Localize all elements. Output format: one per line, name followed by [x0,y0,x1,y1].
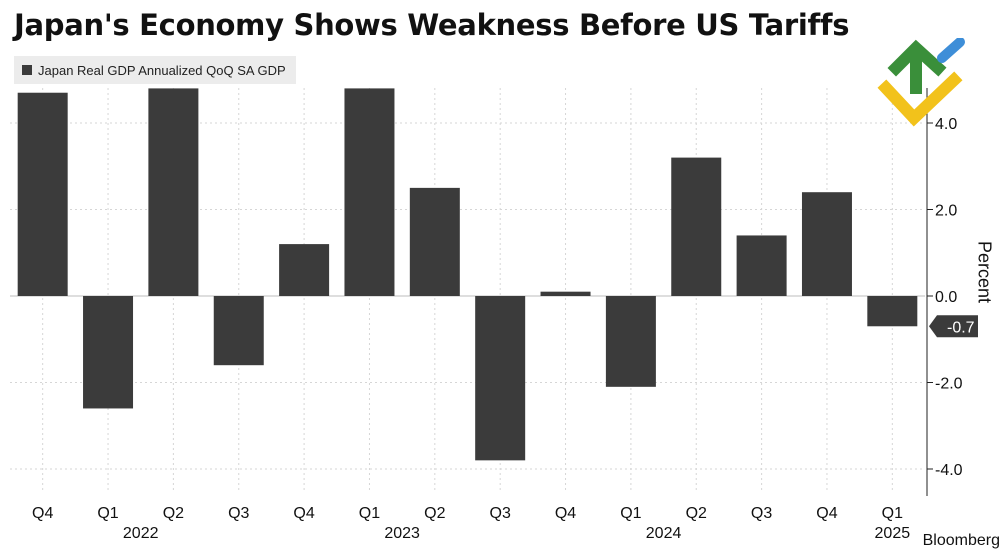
last-value-badge [929,315,978,338]
x-tick-label: Q1 [882,505,903,522]
x-year-label: 2025 [875,525,911,542]
x-year-label: 2022 [123,525,159,542]
bar-12 [801,192,852,296]
x-tick-label: Q3 [228,505,249,522]
bar-6 [409,187,460,296]
x-tick-label: Q4 [816,505,837,522]
x-tick-label: Q2 [163,505,184,522]
bar-7 [475,296,526,461]
y-tick-label: -4.0 [935,462,963,479]
x-year-label: 2024 [646,525,682,542]
legend-swatch [22,65,32,75]
bar-4 [279,244,330,296]
bar-11 [736,235,787,296]
x-tick-label: Q1 [359,505,380,522]
bar-1 [83,296,134,409]
legend-label: Japan Real GDP Annualized QoQ SA GDP [38,62,286,78]
chart-title: Japan's Economy Shows Weakness Before US… [14,8,850,42]
x-tick-label: Q3 [751,505,772,522]
bar-5 [344,88,395,297]
footer-source: Bloomberg [922,532,1000,549]
bar-10 [671,157,722,296]
bar-9 [605,296,656,387]
x-year-label: 2023 [384,525,420,542]
x-tick-label: Q1 [620,505,641,522]
y-tick-label: 2.0 [935,203,957,220]
bar-3 [213,296,264,366]
x-tick-label: Q3 [490,505,511,522]
x-tick-label: Q2 [686,505,707,522]
x-tick-label: Q4 [293,505,314,522]
brand-logo-icon [877,38,965,127]
bar-13 [867,296,918,327]
y-tick-label: -2.0 [935,376,963,393]
chart-legend: Japan Real GDP Annualized QoQ SA GDP [14,56,296,84]
bar-2 [148,88,199,297]
bar-0 [17,92,68,296]
bar-8 [540,291,591,296]
x-tick-label: Q4 [555,505,576,522]
y-tick-label: 4.0 [935,116,957,133]
last-value-label: -0.7 [947,319,975,336]
y-axis-label: Percent [974,240,995,304]
x-tick-label: Q1 [97,505,118,522]
x-tick-label: Q2 [424,505,445,522]
y-tick-label: 0.0 [935,289,957,306]
x-tick-label: Q4 [32,505,53,522]
